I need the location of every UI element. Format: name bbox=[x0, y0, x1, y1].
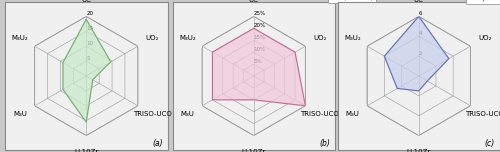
Text: (b): (b) bbox=[319, 138, 330, 147]
Polygon shape bbox=[384, 16, 449, 91]
Polygon shape bbox=[212, 28, 306, 106]
Text: (a): (a) bbox=[152, 138, 162, 147]
Polygon shape bbox=[63, 19, 111, 122]
Legend: BU Limit
(10²¹ Fissions/cc): BU Limit (10²¹ Fissions/cc) bbox=[466, 0, 500, 4]
Legend: BU Limit
(% FIMA): BU Limit (% FIMA) bbox=[328, 0, 376, 3]
Text: (c): (c) bbox=[485, 138, 495, 147]
